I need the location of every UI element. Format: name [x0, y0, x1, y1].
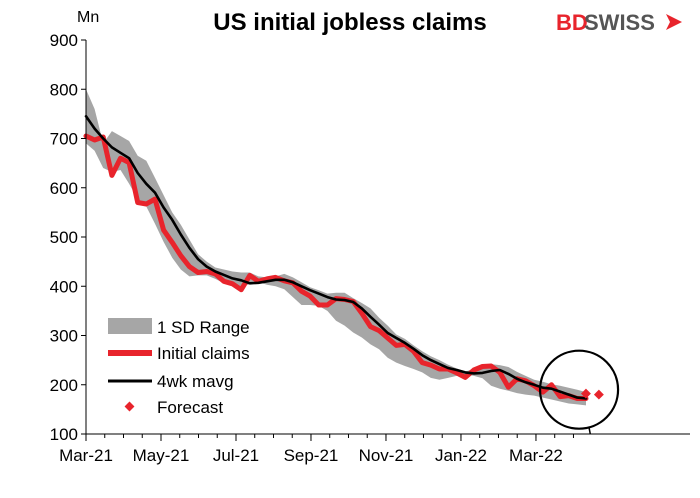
legend-label-range: 1 SD Range — [157, 318, 250, 337]
x-tick-label-Mar-21: Mar-21 — [59, 446, 113, 465]
y-tick-label-200: 200 — [50, 376, 78, 395]
brand-logo: BD SWISS — [556, 10, 682, 35]
plot-area — [83, 89, 604, 406]
y-tick-label-500: 500 — [50, 228, 78, 247]
legend-swatch-range — [108, 318, 152, 334]
y-tick-label-600: 600 — [50, 179, 78, 198]
chart-title: US initial jobless claims — [213, 9, 486, 36]
forecast-point-2 — [593, 389, 604, 400]
series-1sd-range-band — [86, 89, 586, 406]
legend-label-forecast: Forecast — [157, 398, 223, 417]
y-tick-label-800: 800 — [50, 80, 78, 99]
logo-text-swiss: SWISS — [584, 10, 655, 35]
y-tick-label-400: 400 — [50, 277, 78, 296]
x-tick-label-Jul-21: Jul-21 — [213, 446, 259, 465]
annotation — [538, 349, 620, 435]
x-tick-label-Jan-22: Jan-22 — [435, 446, 487, 465]
logo-arrow-icon — [666, 14, 682, 30]
legend: 1 SD Range Initial claims 4wk mavg Forec… — [108, 318, 250, 417]
legend-label-claims: Initial claims — [157, 344, 250, 363]
y-tick-label-100: 100 — [50, 425, 78, 444]
x-tick-label-Mar-22: Mar-22 — [509, 446, 563, 465]
y-tick-label-300: 300 — [50, 327, 78, 346]
annotation-circle — [538, 349, 620, 430]
y-unit-label: Mn — [77, 9, 99, 26]
annotation-pointer-line — [588, 427, 592, 435]
y-tick-label-900: 900 — [50, 31, 78, 50]
series-4wk-mavg-line — [84, 115, 588, 400]
legend-label-mavg: 4wk mavg — [157, 372, 234, 391]
forecast-point-1 — [581, 388, 591, 399]
axes: 100 200 300 400 500 600 700 800 900 Mar-21 May-21 J… — [50, 31, 690, 465]
y-tick-label-700: 700 — [50, 130, 78, 149]
x-tick-label-May-21: May-21 — [133, 446, 190, 465]
logo-text-bd: BD — [556, 10, 588, 35]
x-tick-label-Nov-21: Nov-21 — [359, 446, 414, 465]
x-tick-label-Sep-21: Sep-21 — [284, 446, 339, 465]
